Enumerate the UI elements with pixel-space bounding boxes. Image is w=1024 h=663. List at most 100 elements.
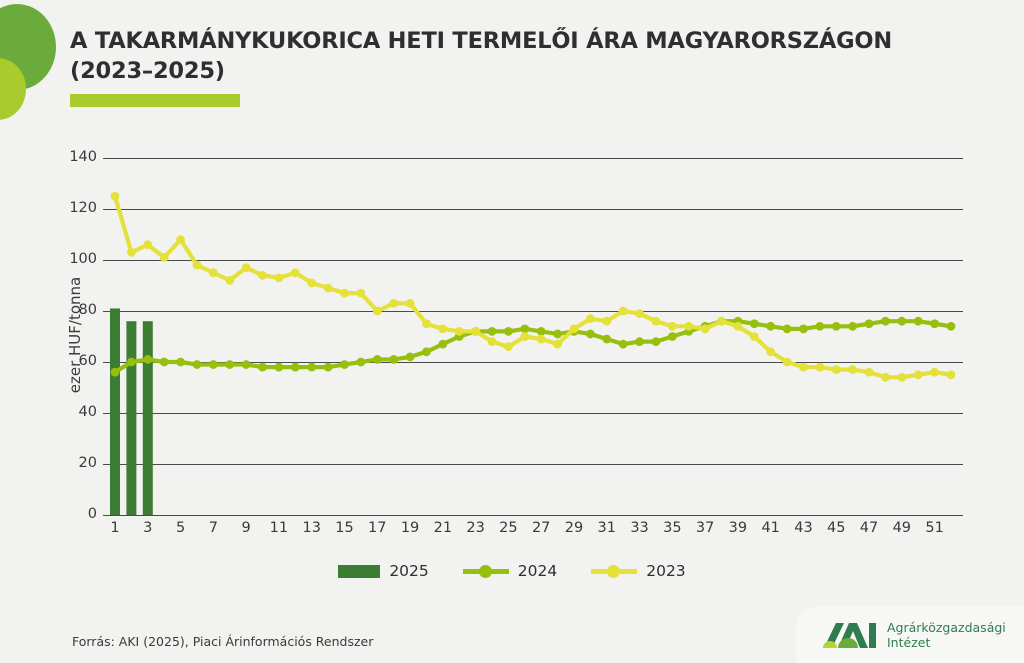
point-2023-w13 — [307, 278, 317, 288]
point-2024-w49 — [897, 316, 907, 326]
point-2024-w7 — [208, 360, 218, 369]
plot-area — [103, 158, 963, 516]
y-axis-tick-labels: 0 20 40 60 80 100 120 140 — [45, 149, 97, 522]
point-2023-w23 — [471, 327, 481, 336]
x-tick-9: 9 — [241, 520, 251, 536]
aki-logo-line2: Intézet — [887, 635, 931, 650]
point-2024-w46 — [848, 321, 858, 331]
y-tick-80: 80 — [78, 302, 97, 318]
point-2023-w49 — [897, 372, 907, 382]
x-tick-43: 43 — [794, 520, 813, 536]
point-2023-w3 — [143, 240, 153, 250]
point-2024-w3 — [143, 355, 153, 364]
point-2024-w47 — [864, 319, 874, 329]
point-2023-w33 — [635, 309, 644, 318]
point-2024-w33 — [635, 337, 644, 346]
point-2024-w15 — [340, 360, 349, 369]
page-title-line2: (2023–2025) — [70, 57, 225, 84]
x-tick-3: 3 — [143, 520, 153, 536]
point-2023-w18 — [389, 298, 399, 308]
x-tick-13: 13 — [302, 520, 321, 536]
point-2024-w16 — [356, 357, 366, 367]
point-2023-w10 — [258, 270, 267, 280]
point-2023-w31 — [602, 316, 612, 326]
point-2023-w15 — [340, 288, 349, 298]
point-2024-w26 — [520, 324, 530, 334]
series-2023 — [110, 191, 956, 382]
point-2023-w19 — [405, 298, 415, 308]
line-2023 — [112, 194, 954, 380]
point-2023-w40 — [749, 332, 759, 341]
point-2024-w24 — [487, 327, 497, 336]
point-2023-w41 — [766, 347, 776, 357]
point-2024-w4 — [159, 357, 169, 367]
legend-item-2025[interactable]: 2025 — [338, 562, 429, 580]
x-tick-5: 5 — [175, 520, 186, 536]
x-tick-39: 39 — [728, 520, 748, 536]
point-2023-w9 — [241, 263, 251, 273]
x-tick-7: 7 — [208, 520, 218, 536]
x-tick-31: 31 — [597, 520, 616, 536]
chart-legend: 2025 2024 2023 — [0, 562, 1024, 580]
y-tick-60: 60 — [78, 353, 97, 369]
bar-2025-w1 — [110, 308, 120, 515]
point-2024-w44 — [815, 321, 825, 331]
point-2024-w41 — [766, 321, 776, 331]
point-2023-w46 — [848, 365, 858, 375]
aki-logo-text: Agrárközgazdasági Intézet — [887, 620, 1006, 651]
point-2023-w44 — [815, 362, 825, 372]
point-2024-w28 — [553, 329, 562, 339]
page-title: A TAKARMÁNYKUKORICA HETI TERMELŐI ÁRA MA… — [70, 27, 960, 86]
point-2024-w52 — [946, 321, 956, 331]
series-2025 — [110, 308, 153, 515]
x-tick-27: 27 — [531, 520, 551, 536]
aki-logo-card: Agrárközgazdasági Intézet — [796, 607, 1024, 663]
point-2023-w27 — [536, 334, 546, 344]
point-2024-w14 — [323, 362, 333, 372]
point-2023-w45 — [831, 365, 841, 375]
x-tick-29: 29 — [564, 520, 584, 536]
x-tick-35: 35 — [663, 520, 682, 536]
x-tick-49: 49 — [892, 520, 912, 536]
point-2024-w32 — [618, 339, 628, 349]
point-2023-w36 — [684, 321, 694, 331]
point-2023-w51 — [930, 367, 940, 377]
x-tick-17: 17 — [368, 520, 387, 536]
legend-item-2024[interactable]: 2024 — [462, 562, 558, 580]
point-2023-w24 — [487, 337, 497, 346]
y-tick-140: 140 — [69, 149, 97, 165]
legend-label-2024: 2024 — [517, 562, 558, 580]
gridline-60 — [103, 362, 963, 363]
point-2023-w4 — [159, 253, 169, 262]
legend-swatch-line-icon — [591, 564, 638, 578]
point-2024-w40 — [749, 319, 759, 329]
point-2023-w30 — [585, 314, 595, 324]
point-2023-w52 — [946, 370, 956, 380]
point-2023-w34 — [651, 316, 661, 326]
point-2023-w43 — [799, 362, 808, 372]
gridline-80 — [103, 311, 963, 312]
x-tick-15: 15 — [335, 520, 354, 536]
y-tick-20: 20 — [78, 455, 97, 471]
point-2024-w12 — [290, 362, 300, 372]
point-2023-w5 — [176, 235, 185, 244]
point-2024-w34 — [651, 337, 661, 346]
point-2024-w43 — [799, 324, 808, 334]
x-tick-19: 19 — [400, 520, 420, 536]
x-tick-45: 45 — [827, 520, 846, 536]
y-tick-40: 40 — [78, 404, 97, 420]
point-2023-w20 — [422, 319, 431, 329]
legend-label-2025: 2025 — [389, 562, 429, 580]
point-2023-w29 — [569, 324, 579, 334]
point-2023-w7 — [208, 268, 218, 278]
bar-2025-w3 — [142, 321, 153, 515]
point-2023-w28 — [553, 339, 562, 349]
bar-2025-w2 — [126, 321, 137, 515]
gridline-40 — [103, 413, 963, 414]
legend-item-2023[interactable]: 2023 — [591, 562, 686, 580]
point-2024-w27 — [536, 327, 546, 336]
point-2024-w11 — [274, 362, 284, 372]
point-2023-w26 — [520, 332, 530, 341]
point-2023-w38 — [717, 316, 726, 326]
